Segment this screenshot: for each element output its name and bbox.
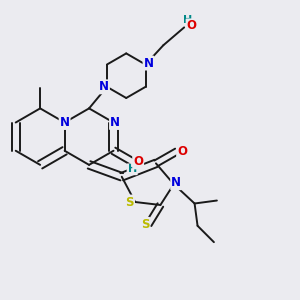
Text: H: H bbox=[182, 15, 192, 25]
Text: N: N bbox=[99, 80, 109, 93]
Text: O: O bbox=[187, 20, 196, 32]
Text: N: N bbox=[143, 57, 154, 70]
Text: S: S bbox=[141, 218, 149, 231]
Text: S: S bbox=[125, 196, 134, 208]
Text: H: H bbox=[128, 164, 137, 174]
Text: N: N bbox=[60, 116, 70, 129]
Text: N: N bbox=[171, 176, 181, 189]
Text: O: O bbox=[177, 145, 187, 158]
Text: O: O bbox=[133, 155, 143, 168]
Text: N: N bbox=[110, 116, 120, 129]
